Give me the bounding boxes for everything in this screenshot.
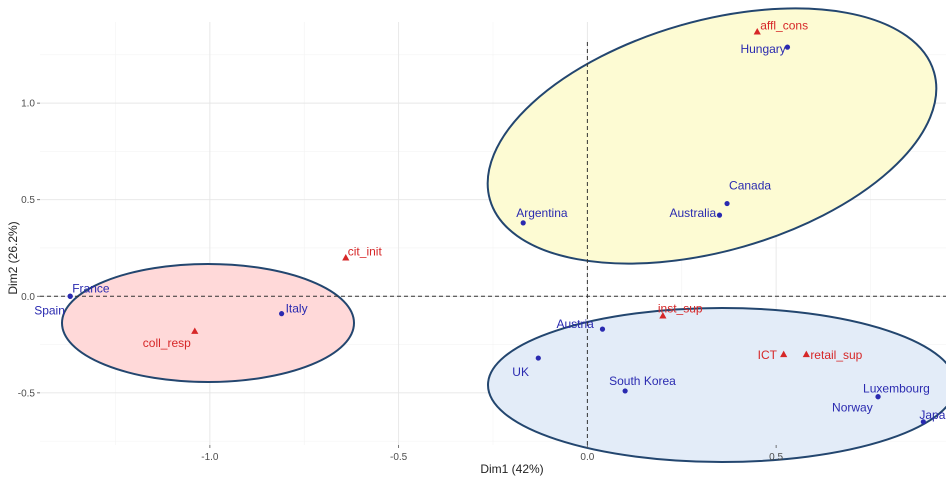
point-label-japan: Japan — [919, 408, 946, 422]
variable-marker-affl-cons — [753, 28, 761, 35]
individual-marker-spain — [67, 293, 73, 299]
point-label-australia: Australia — [670, 206, 717, 220]
x-tick-label: 0.0 — [580, 452, 594, 463]
reference-lines — [40, 42, 946, 445]
point-label-cit-init: cit_init — [348, 245, 383, 259]
individual-marker-hungary — [784, 44, 791, 50]
y-tick-label: 0.0 — [21, 292, 35, 303]
y-tick-label: 1.0 — [21, 99, 35, 110]
point-label-norway: Norway — [832, 401, 873, 415]
individual-marker-japan — [920, 419, 926, 425]
x-axis-title: Dim1 (42%) — [480, 462, 543, 476]
data-marks — [67, 28, 926, 425]
point-label-france: France — [72, 281, 110, 295]
x-tick-label: -1.0 — [201, 452, 219, 463]
point-label-retail-sup: retail_sup — [810, 348, 862, 362]
individual-marker-norway — [875, 394, 881, 400]
individual-marker-canada — [724, 200, 730, 207]
cluster-ellipse-yellow — [486, 7, 938, 265]
point-label-austria: Austria — [556, 317, 594, 331]
cluster-ellipse-red — [61, 263, 355, 383]
point-label-south-korea: South Korea — [609, 374, 676, 388]
x-tick-label: -0.5 — [390, 452, 408, 463]
variable-marker-inst-sup — [659, 311, 667, 319]
individual-marker-argentina — [520, 220, 526, 226]
individual-marker-south-korea — [622, 388, 628, 394]
point-label-luxembourg: Luxembourg — [863, 382, 930, 396]
variable-marker-cit-init — [342, 254, 350, 261]
individual-marker-australia — [716, 212, 723, 218]
individual-marker-uk — [535, 355, 541, 361]
variable-marker-ict — [780, 350, 788, 358]
individual-marker-italy — [279, 311, 285, 317]
point-label-italy: Italy — [286, 302, 308, 316]
point-labels: France Spain Italy Argentina Australia Canada… — [34, 19, 946, 422]
cluster-ellipse-blue — [487, 307, 946, 463]
point-label-inst-sup: inst_sup — [658, 302, 703, 316]
variable-marker-coll-resp — [191, 327, 199, 334]
point-label-argentina: Argentina — [516, 206, 568, 220]
y-axis-title: Dim2 (26.2%) — [6, 221, 20, 294]
individual-marker-austria — [599, 326, 606, 332]
y-tick-label: 0.5 — [21, 195, 35, 206]
x-tick-label: 0.5 — [769, 452, 783, 463]
variable-marker-retail-sup — [802, 350, 810, 358]
point-label-affl-cons: affl_cons — [760, 19, 808, 33]
axes: -1.0 -0.5 0.0 0.5 -0.5 0.0 0.5 1.0 — [18, 99, 784, 463]
y-tick-label: -0.5 — [18, 388, 36, 399]
point-label-uk: UK — [512, 365, 529, 379]
point-label-hungary: Hungary — [740, 42, 785, 56]
point-label-coll-resp: coll_resp — [143, 336, 191, 350]
point-label-ict: ICT — [758, 348, 778, 362]
point-label-spain: Spain — [34, 303, 65, 317]
point-label-canada: Canada — [729, 179, 771, 193]
